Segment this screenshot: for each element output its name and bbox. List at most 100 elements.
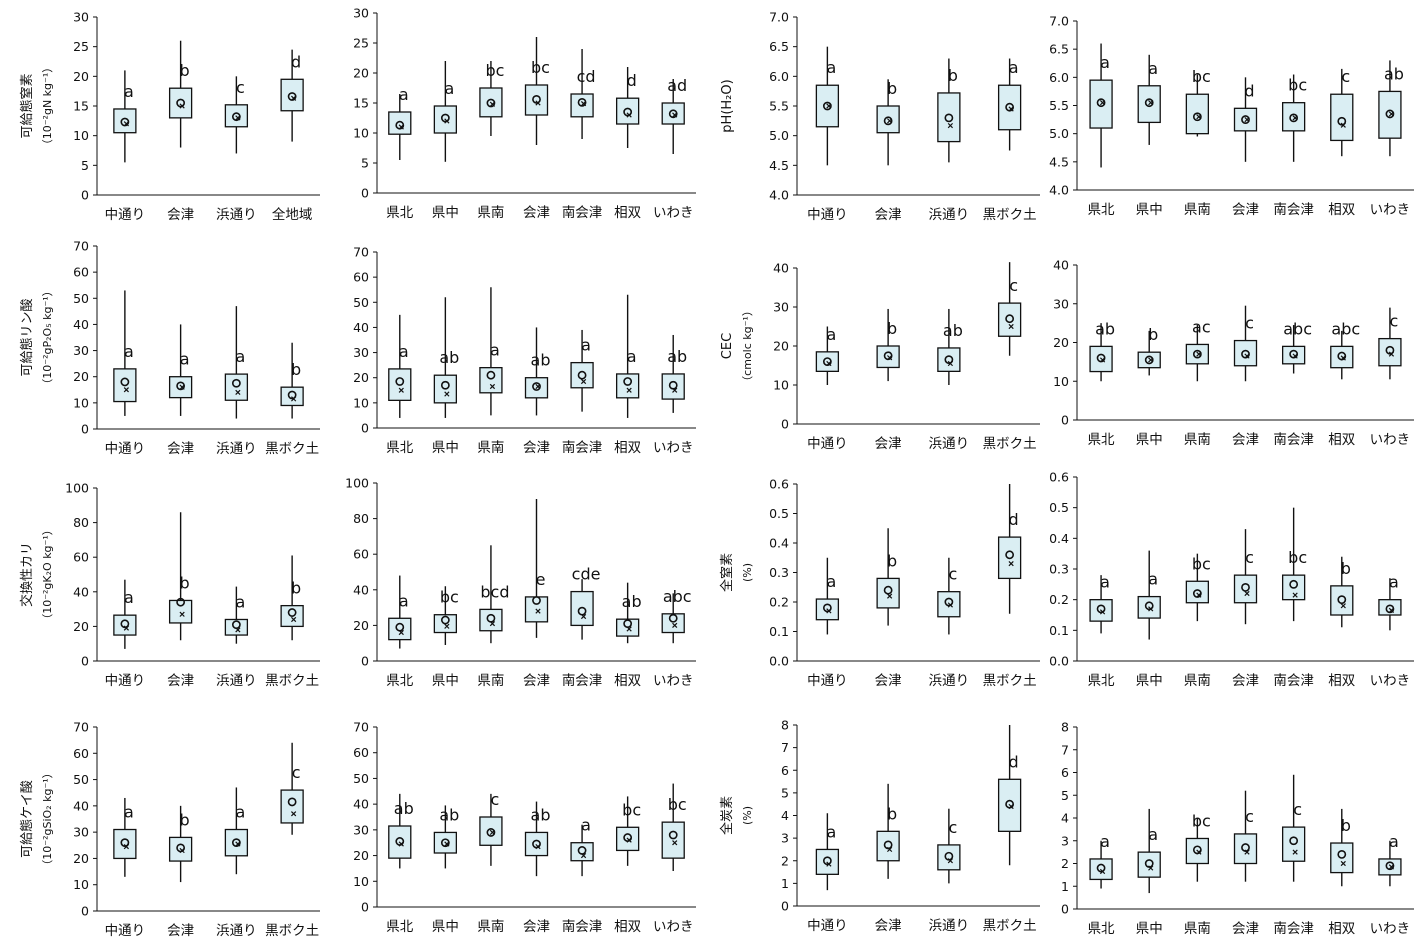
x-category-label: 県中 <box>1136 921 1163 937</box>
median-marker <box>1144 98 1154 108</box>
significance-letter: ab <box>531 351 551 370</box>
x-category-label: 南会津 <box>1273 432 1314 448</box>
mean-marker <box>123 625 129 631</box>
y-tick-label: 3 <box>781 831 789 846</box>
mean-marker <box>291 616 297 623</box>
x-category-label: いわき <box>1370 202 1411 218</box>
y-tick-label: 4.0 <box>769 188 789 203</box>
x-category-label: 中通り <box>105 673 146 689</box>
mean-marker <box>444 118 450 124</box>
box-相双: bc <box>615 796 641 866</box>
y-tick-label: 4 <box>1061 811 1069 826</box>
box-南会津: abc <box>1281 319 1312 374</box>
chart-panel-avail-n-district: 0 5 10 15 20 25 30 県北 a 県中 a 県南 bc 会津 bc 南会津 cd 相双 d いわき ad <box>353 6 696 221</box>
significance-letter: e <box>536 570 546 589</box>
mean-marker <box>947 360 953 367</box>
box-県南: a <box>479 287 503 416</box>
significance-letter: a <box>1148 825 1158 844</box>
box-黒ボク土: a <box>997 58 1022 151</box>
y-tick-label: 40 <box>73 798 89 813</box>
x-category-label: 浜通り <box>929 673 970 689</box>
median-marker <box>231 112 241 122</box>
mean-marker <box>826 608 832 614</box>
box-県中: a <box>1137 550 1161 640</box>
x-category-label: 浜通り <box>929 207 970 223</box>
box-県北: a <box>1089 43 1113 168</box>
box-相双: ab <box>615 582 642 644</box>
y-tick-label: 7.0 <box>769 10 789 25</box>
x-category-label: いわき <box>1370 921 1411 937</box>
box-県南: bc <box>1185 67 1211 137</box>
significance-letter: a <box>826 325 836 344</box>
box-県南: ac <box>1185 317 1211 382</box>
x-category-label: 県中 <box>432 673 459 689</box>
box-いわき: ab <box>661 334 687 413</box>
box-県中: ab <box>433 297 459 418</box>
significance-letter: ab <box>622 592 642 611</box>
mean-marker <box>1196 849 1202 855</box>
y-tick-label: 20 <box>353 618 369 633</box>
mean-marker <box>1244 353 1250 359</box>
y-axis-unit-label: (%) <box>741 563 754 582</box>
mean-marker <box>626 112 632 118</box>
significance-letter: bcd <box>480 582 509 601</box>
y-tick-label: 10 <box>73 877 89 892</box>
x-category-label: いわき <box>1370 673 1411 689</box>
mean-marker <box>489 383 496 390</box>
chart-panel-exch-k-district: 0 20 40 60 80 100 県北 a 県中 bc 県南 bcd 会津 e 南会津 cde 相双 ab いわき… <box>345 476 696 689</box>
median-marker <box>577 370 587 380</box>
mean-marker <box>1196 114 1202 120</box>
x-category-label: 県南 <box>1184 432 1211 448</box>
mean-marker <box>1148 865 1154 871</box>
significance-letter: bc <box>668 795 687 814</box>
box-相双: b <box>1330 808 1354 887</box>
y-tick-label: 30 <box>773 300 789 315</box>
significance-letter: bc <box>1288 76 1307 95</box>
iqr-box <box>168 376 193 399</box>
iqr-box <box>1378 599 1402 616</box>
significance-letter: a <box>581 816 591 835</box>
x-category-label: 相双 <box>614 673 641 689</box>
iqr-box <box>168 599 193 624</box>
significance-letter: abc <box>663 587 692 606</box>
box-県北: a <box>1089 832 1113 889</box>
iqr-box <box>615 373 640 399</box>
y-tick-label: 100 <box>345 476 369 491</box>
y-tick-label: 0.1 <box>1049 623 1069 638</box>
y-tick-label: 20 <box>73 851 89 866</box>
iqr-box <box>570 590 594 627</box>
box-会津: b <box>876 783 900 879</box>
median-marker <box>287 608 297 617</box>
box-中通り: a <box>113 290 137 416</box>
significance-letter: a <box>444 79 454 98</box>
x-category-label: 県北 <box>386 673 413 689</box>
x-category-label: 中通り <box>105 441 146 457</box>
mean-marker <box>489 620 496 627</box>
x-category-label: 県南 <box>1184 673 1211 689</box>
x-category-label: 県中 <box>1136 202 1163 218</box>
iqr-box <box>1233 833 1258 865</box>
median-marker <box>486 828 496 837</box>
box-会津: b <box>876 528 900 626</box>
box-浜通り: ab <box>937 308 963 385</box>
box-黒ボク土: c <box>280 742 304 835</box>
mean-marker <box>489 101 496 107</box>
y-tick-label: 0 <box>361 421 369 436</box>
significance-letter: a <box>399 342 409 361</box>
significance-letter: d <box>1244 81 1254 100</box>
box-県南: bc <box>1185 811 1211 882</box>
y-axis-label: 可給態ケイ酸 <box>19 780 35 858</box>
iqr-box <box>280 386 304 407</box>
y-tick-label: 15 <box>73 99 89 114</box>
iqr-box <box>1233 339 1258 367</box>
x-category-label: 会津 <box>523 205 550 221</box>
x-category-label: 黒ボク土 <box>983 673 1037 689</box>
box-いわき: ab <box>1378 60 1404 157</box>
iqr-box <box>388 617 412 641</box>
mean-marker <box>398 387 404 393</box>
chart-panel-total-c-district: 0 1 2 3 4 5 6 7 8 県北 a 県中 a 県南 bc 会津 c 南会津 c 相双 b いわき a <box>1061 720 1414 937</box>
x-category-label: 会津 <box>1232 673 1259 689</box>
y-tick-label: 20 <box>353 370 369 385</box>
median-marker <box>668 830 678 840</box>
